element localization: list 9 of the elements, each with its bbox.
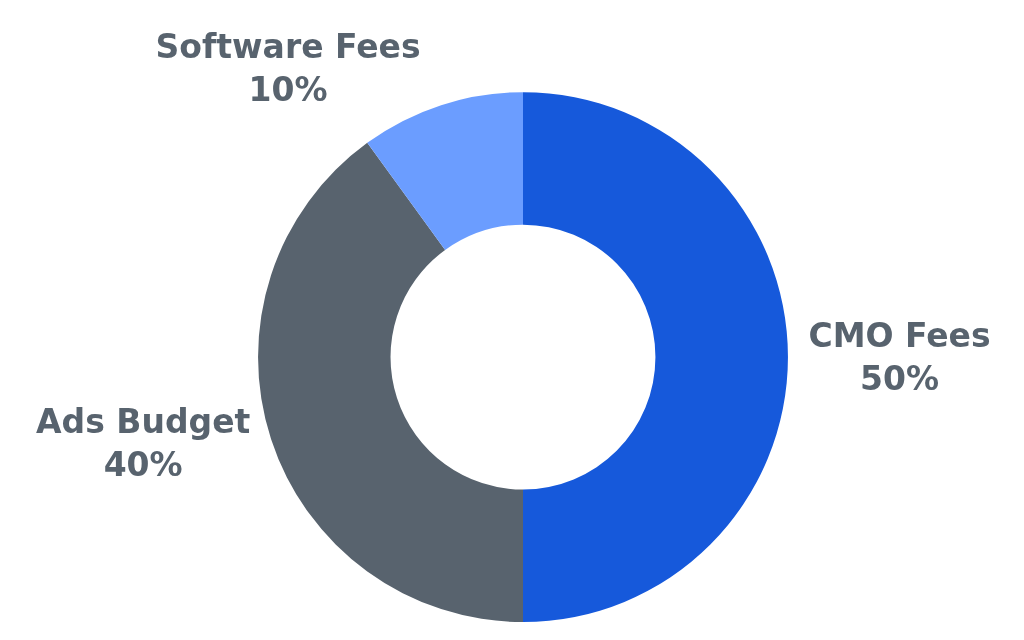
donut-slice [523, 92, 788, 623]
data-label: 50% [860, 359, 940, 399]
donut-slice [258, 142, 523, 623]
donut-slice [367, 92, 523, 250]
slice-label: Ads Budget [35, 401, 251, 441]
slice-label: Software Fees [155, 27, 421, 67]
data-label: 10% [248, 70, 328, 110]
slice-label: CMO Fees [808, 316, 991, 356]
data-label: 40% [103, 444, 183, 484]
